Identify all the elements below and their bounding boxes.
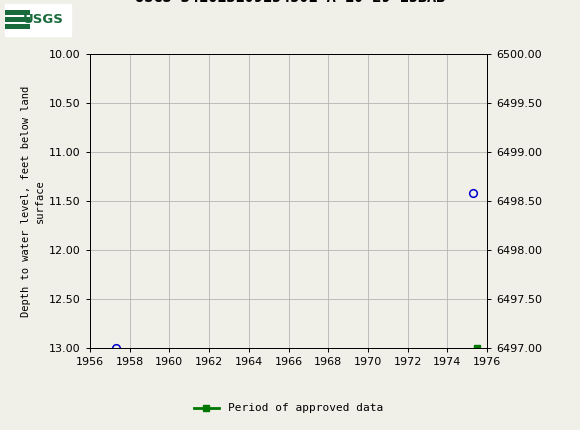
Bar xyxy=(5,4,71,36)
Bar xyxy=(5,10,30,15)
Text: USGS: USGS xyxy=(23,13,64,26)
Bar xyxy=(5,17,30,22)
Text: USGS 341613109154501 A-10-29 15BAB: USGS 341613109154501 A-10-29 15BAB xyxy=(135,0,445,5)
Y-axis label: Depth to water level, feet below land
surface: Depth to water level, feet below land su… xyxy=(21,86,45,316)
Legend: Period of approved data: Period of approved data xyxy=(190,399,387,418)
Bar xyxy=(5,24,30,29)
